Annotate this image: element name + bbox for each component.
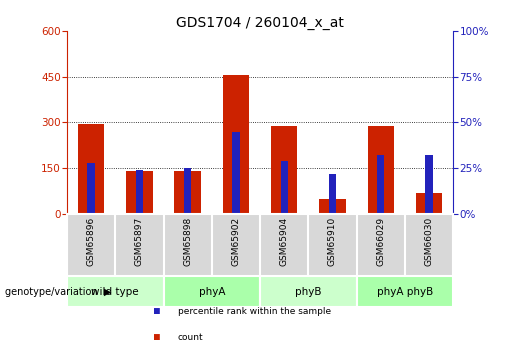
Bar xyxy=(163,276,260,307)
Text: genotype/variation  ▶: genotype/variation ▶ xyxy=(5,287,112,296)
Text: phyA phyB: phyA phyB xyxy=(377,287,433,296)
Text: percentile rank within the sample: percentile rank within the sample xyxy=(178,307,331,316)
Title: GDS1704 / 260104_x_at: GDS1704 / 260104_x_at xyxy=(176,16,344,30)
Text: GSM65897: GSM65897 xyxy=(135,217,144,266)
Text: ■: ■ xyxy=(154,332,160,342)
Bar xyxy=(136,170,143,214)
Bar xyxy=(88,163,95,214)
Bar xyxy=(175,171,201,214)
Text: GSM65910: GSM65910 xyxy=(328,217,337,266)
Bar xyxy=(425,155,433,214)
Text: ■: ■ xyxy=(154,306,160,316)
Bar xyxy=(222,75,249,214)
Bar xyxy=(416,193,442,214)
Text: GSM65902: GSM65902 xyxy=(231,217,241,266)
Text: phyB: phyB xyxy=(295,287,321,296)
Text: GSM66030: GSM66030 xyxy=(424,217,434,266)
Bar xyxy=(184,168,191,214)
Bar xyxy=(356,276,453,307)
Text: count: count xyxy=(178,333,203,342)
Text: GSM65898: GSM65898 xyxy=(183,217,192,266)
Bar xyxy=(377,155,384,214)
Bar xyxy=(67,276,163,307)
Bar xyxy=(126,171,152,214)
Bar xyxy=(281,161,288,214)
Text: phyA: phyA xyxy=(199,287,225,296)
Bar xyxy=(232,132,239,214)
Text: wild type: wild type xyxy=(92,287,139,296)
Bar xyxy=(329,174,336,214)
Text: GSM65896: GSM65896 xyxy=(87,217,96,266)
Bar xyxy=(319,199,346,214)
Bar xyxy=(78,124,105,214)
Text: GSM65904: GSM65904 xyxy=(280,217,289,266)
Text: GSM66029: GSM66029 xyxy=(376,217,385,266)
Bar xyxy=(271,126,298,214)
Bar xyxy=(260,276,356,307)
Bar xyxy=(368,126,394,214)
